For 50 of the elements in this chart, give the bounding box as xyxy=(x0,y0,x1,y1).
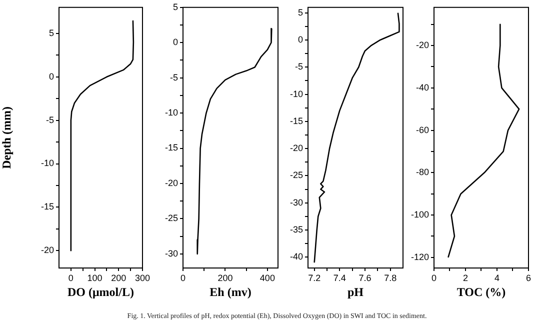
y-tick-label: -35 xyxy=(290,224,303,234)
y-tick-label: -10 xyxy=(290,88,303,99)
x-tick-label: 6 xyxy=(526,272,532,283)
x-tick-label: 0 xyxy=(180,272,186,283)
y-tick-label: -25 xyxy=(290,170,303,180)
x-tick-label: 4 xyxy=(494,272,500,283)
y-tick-label: -25 xyxy=(164,213,178,224)
x-tick-label: 100 xyxy=(87,272,102,283)
y-tick-label: 5 xyxy=(48,28,54,38)
y-tick-label: -5 xyxy=(170,72,178,82)
x-tick-label: 2 xyxy=(462,272,468,283)
x-axis-title: TOC (%) xyxy=(456,284,506,299)
x-axis-title: DO (μmol/L) xyxy=(68,284,134,299)
y-tick-label: 5 xyxy=(298,7,303,18)
y-tick-label: -30 xyxy=(164,248,178,258)
y-tick-label: 5 xyxy=(172,2,178,12)
y-tick-label: -15 xyxy=(164,142,178,153)
x-tick-label: 0 xyxy=(431,272,437,283)
y-tick-label: -40 xyxy=(290,252,303,262)
x-tick-label: 200 xyxy=(218,272,233,283)
x-tick-label: 7.4 xyxy=(333,272,346,283)
x-tick-label: 7.8 xyxy=(384,272,397,283)
y-tick-label: -20 xyxy=(416,40,429,50)
x-tick-label: 400 xyxy=(260,272,275,283)
y-axis-title: Depth (mm) xyxy=(0,106,14,169)
y-tick-label: -10 xyxy=(164,108,178,118)
y-tick-label: -20 xyxy=(164,178,178,188)
y-tick-label: -60 xyxy=(416,124,429,135)
y-tick-label: -5 xyxy=(46,114,54,125)
x-tick-label: 200 xyxy=(111,272,126,283)
x-tick-label: 300 xyxy=(134,272,150,283)
y-tick-label: -40 xyxy=(416,82,429,92)
x-tick-label: 7.6 xyxy=(358,272,372,283)
y-tick-label: -30 xyxy=(290,197,303,208)
y-tick-label: -100 xyxy=(410,210,429,220)
y-tick-label: 0 xyxy=(48,71,54,82)
y-tick-label: -15 xyxy=(40,202,54,212)
y-tick-label: 0 xyxy=(298,34,303,44)
y-tick-label: -80 xyxy=(416,167,429,178)
x-tick-label: 7.2 xyxy=(308,272,321,283)
y-tick-label: -5 xyxy=(294,62,303,72)
y-tick-label: -10 xyxy=(40,158,54,168)
x-tick-label: 0 xyxy=(68,272,74,283)
y-tick-label: -20 xyxy=(290,143,303,154)
y-tick-label: -120 xyxy=(410,252,429,262)
y-tick-label: 0 xyxy=(172,37,178,48)
x-axis-title: pH xyxy=(347,284,364,299)
y-tick-label: -15 xyxy=(290,116,303,126)
x-axis-title: Eh (mv) xyxy=(210,284,252,299)
y-tick-label: -20 xyxy=(40,245,54,256)
